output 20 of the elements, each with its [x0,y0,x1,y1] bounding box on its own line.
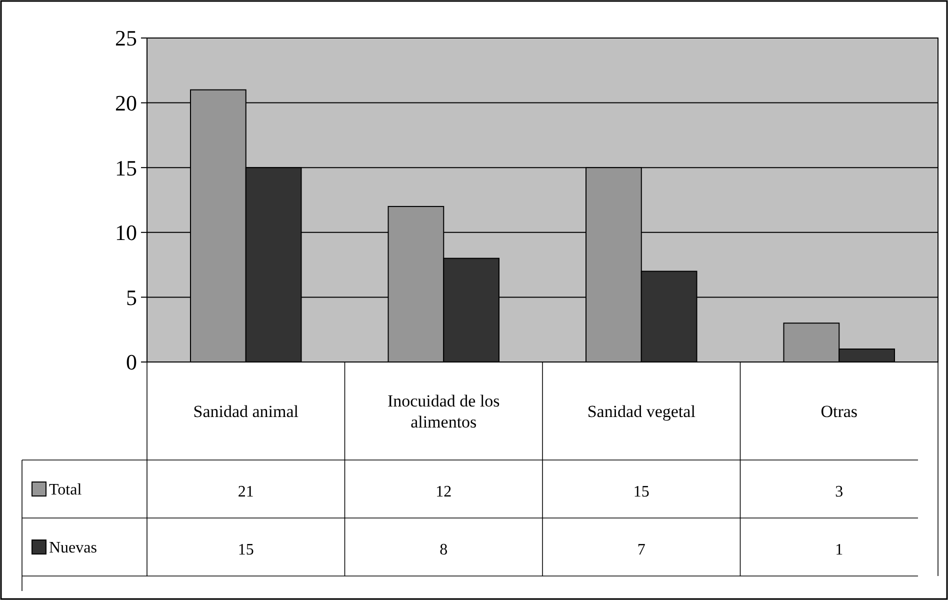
y-tick-label: 5 [126,284,137,310]
data-label: 15 [633,484,650,501]
legend-label: Nuevas [49,540,97,557]
data-label: 7 [637,542,646,559]
legend-label: Total [49,482,82,499]
y-tick-label: 0 [126,350,137,375]
data-label: 21 [238,484,254,501]
data-label: 3 [835,484,844,501]
y-tick-label: 10 [115,220,137,246]
y-tick-label: 20 [115,90,137,116]
data-label: 8 [440,542,448,559]
y-tick-label: 15 [115,155,137,180]
data-label: 15 [238,542,254,559]
data-label: 12 [436,484,452,501]
x-tick-label: Sanidad animal [193,402,299,421]
x-tick-label: Otras [820,402,858,421]
data-label: 1 [835,542,844,559]
x-tick-label: Inocuidad de los alimentos [387,391,500,432]
x-tick-label: Sanidad vegetal [587,402,696,421]
y-tick-label: 25 [115,26,137,51]
